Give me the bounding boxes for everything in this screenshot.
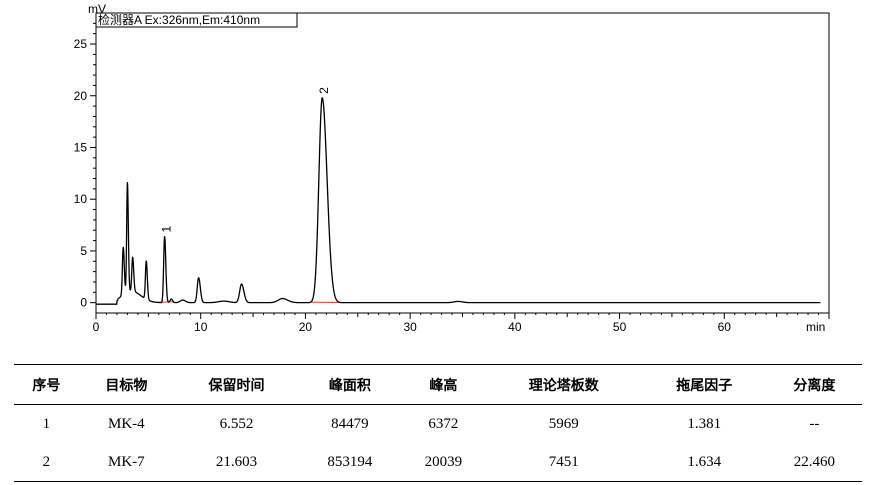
col-header-tailing: 拖尾因子 — [641, 364, 767, 405]
col-header-target: 目标物 — [78, 364, 174, 405]
detector-label: 检测器A Ex:326nm,Em:410nm — [98, 12, 260, 27]
cell-peak-height: 6372 — [428, 415, 459, 432]
col-header-index: 序号 — [14, 364, 79, 405]
plot-frame — [95, 12, 830, 314]
cell-resolution: -- — [809, 415, 820, 432]
table-row: 2 MK-7 21.603 853194 20039 7451 1.634 22… — [14, 443, 862, 482]
cell-index: 2 — [14, 443, 79, 482]
peak-label: 2 — [317, 87, 331, 94]
y-tick-label: 0 — [80, 296, 87, 310]
col-header-peak-height: 峰高 — [400, 364, 487, 405]
x-tick-label: 30 — [403, 320, 417, 334]
cell-retention-time: 6.552 — [219, 415, 254, 432]
y-tick-label: 5 — [80, 244, 87, 258]
y-tick-label: 20 — [74, 89, 88, 103]
x-tick-label: 0 — [93, 320, 100, 334]
col-header-peak-area: 峰面积 — [299, 364, 401, 405]
x-tick-label: 10 — [194, 320, 208, 334]
cell-tailing: 1.381 — [687, 415, 722, 432]
x-tick-label: 20 — [299, 320, 313, 334]
chromatogram-trace — [95, 97, 821, 305]
cell-tailing: 1.634 — [641, 443, 767, 482]
x-tick-label: 60 — [718, 320, 732, 334]
cell-index: 1 — [42, 415, 51, 432]
cell-target: MK-7 — [78, 443, 174, 482]
cell-peak-height: 20039 — [400, 443, 487, 482]
legend-box: 检测器A Ex:326nm,Em:410nm — [95, 12, 298, 28]
cell-plates: 5969 — [548, 415, 579, 432]
cell-resolution: 22.460 — [766, 443, 862, 482]
cell-plates: 7451 — [486, 443, 642, 482]
y-tick-label: 10 — [74, 192, 88, 206]
cell-peak-area: 84479 — [331, 415, 369, 432]
x-tick-label: 40 — [508, 320, 522, 334]
table-header-row: 序号 目标物 保留时间 峰面积 峰高 理论塔板数 拖尾因子 分离度 — [14, 364, 862, 405]
col-header-plates: 理论塔板数 — [486, 364, 642, 405]
y-tick-label: 15 — [74, 140, 88, 154]
cell-retention-time: 21.603 — [173, 443, 300, 482]
x-axis-unit-label: min — [806, 320, 825, 334]
chromatogram: mV 检测器A Ex:326nm,Em:410nm min 0510152025… — [74, 2, 830, 334]
cell-target: MK-4 — [108, 415, 145, 432]
cell-peak-area: 853194 — [299, 443, 401, 482]
peak-label: 1 — [160, 225, 174, 232]
results-table: 序号 目标物 保留时间 峰面积 峰高 理论塔板数 拖尾因子 分离度 1 MK-4… — [14, 364, 862, 482]
table-row: 1 MK-4 6.552 84479 6372 5969 1.381 -- — [14, 405, 862, 444]
col-header-retention-time: 保留时间 — [173, 364, 300, 405]
x-tick-label: 50 — [613, 320, 627, 334]
y-tick-label: 25 — [74, 37, 88, 51]
col-header-resolution: 分离度 — [766, 364, 862, 405]
